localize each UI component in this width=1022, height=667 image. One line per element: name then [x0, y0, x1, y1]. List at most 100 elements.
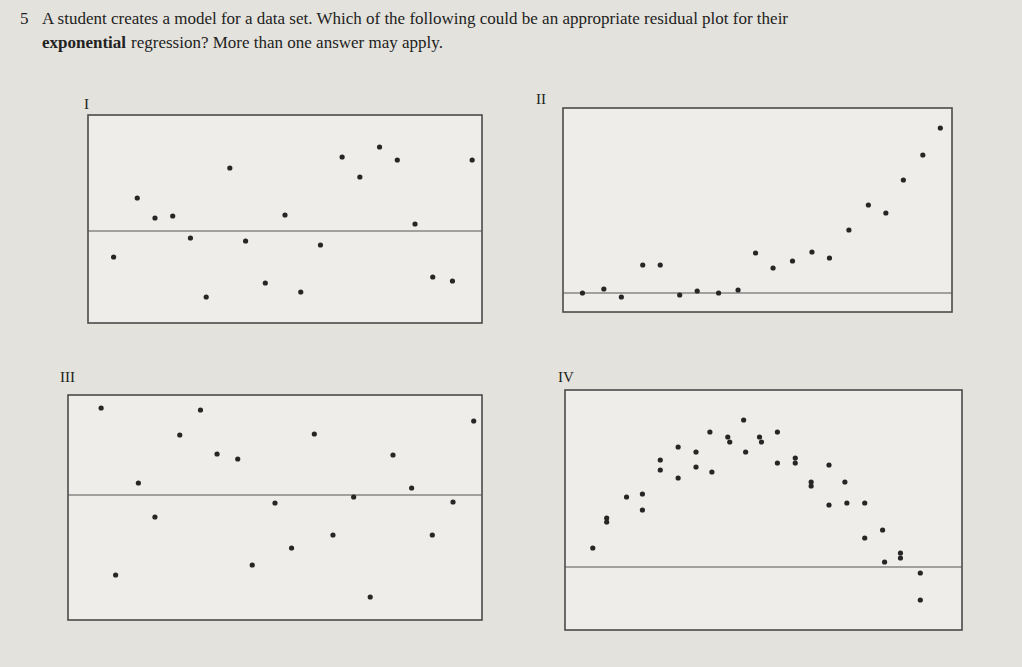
residual-point: [111, 254, 116, 259]
residual-point: [214, 451, 219, 456]
chart-title: IV: [558, 369, 574, 385]
residual-point: [580, 290, 585, 295]
residual-point: [826, 462, 831, 467]
residual-point: [862, 535, 867, 540]
residual-point: [880, 527, 885, 532]
points: [590, 417, 923, 602]
residual-point: [470, 157, 475, 162]
residual-point: [312, 431, 317, 436]
residual-point: [235, 456, 240, 461]
residual-point: [357, 174, 362, 179]
residual-point: [809, 249, 814, 254]
residual-point: [351, 494, 356, 499]
residual-point: [471, 418, 476, 423]
residual-point: [809, 483, 814, 488]
zero-line: [563, 292, 952, 293]
residual-point: [753, 250, 758, 255]
residual-point: [177, 432, 182, 437]
residual-point: [135, 195, 140, 200]
residual-point: [604, 515, 609, 520]
residual-point: [790, 258, 795, 263]
residual-point: [898, 555, 903, 560]
residual-point: [390, 452, 395, 457]
residual-point: [901, 177, 906, 182]
points: [99, 405, 477, 599]
residual-point: [136, 480, 141, 485]
residual-point: [826, 502, 831, 507]
plot-frame: [68, 395, 482, 620]
residual-point: [590, 545, 595, 550]
residual-point: [430, 532, 435, 537]
residual-point: [412, 221, 417, 226]
residual-point: [640, 262, 645, 267]
chart: [563, 108, 952, 312]
residual-point: [709, 469, 714, 474]
residual-point: [827, 255, 832, 260]
residual-point: [716, 290, 721, 295]
residual-point: [152, 215, 157, 220]
points: [580, 125, 943, 299]
residual-point: [775, 429, 780, 434]
residual-point: [676, 444, 681, 449]
residual-point: [377, 144, 382, 149]
residual-point: [920, 152, 925, 157]
residual-point: [883, 210, 888, 215]
question-line: exponentialregression? More than one ans…: [42, 33, 443, 52]
residual-point: [725, 434, 730, 439]
residual-point: [677, 292, 682, 297]
residual-point: [368, 594, 373, 599]
residual-point: [882, 559, 887, 564]
residual-point: [272, 500, 277, 505]
points: [111, 144, 475, 299]
residual-point: [450, 278, 455, 283]
chart-title: I: [84, 96, 89, 112]
residual-point: [340, 154, 345, 159]
residual-point: [243, 238, 248, 243]
chart-title: II: [536, 91, 546, 107]
zero-line: [88, 230, 482, 231]
residual-point: [862, 500, 867, 505]
residual-point: [693, 449, 698, 454]
residual-point: [430, 274, 435, 279]
residual-point: [250, 562, 255, 567]
residual-point: [658, 262, 663, 267]
residual-point: [695, 288, 700, 293]
residual-point: [727, 439, 732, 444]
residual-point: [113, 572, 118, 577]
residual-point: [676, 475, 681, 480]
residual-point: [409, 485, 414, 490]
zero-line: [565, 566, 962, 567]
question-line: A student creates a model for a data set…: [42, 9, 788, 28]
residual-point: [842, 479, 847, 484]
zero-line: [68, 494, 482, 495]
chart: [565, 390, 962, 630]
chart: [88, 115, 482, 323]
residual-point: [282, 212, 287, 217]
residual-point: [204, 294, 209, 299]
residual-point: [619, 294, 624, 299]
residual-point: [793, 455, 798, 460]
residual-point: [227, 165, 232, 170]
residual-point: [759, 439, 764, 444]
residual-point: [263, 280, 268, 285]
residual-point: [330, 532, 335, 537]
residual-point: [918, 597, 923, 602]
question-text: regression? More than one answer may app…: [131, 33, 443, 52]
residual-point: [188, 235, 193, 240]
residual-point: [298, 289, 303, 294]
page: 5A student creates a model for a data se…: [0, 0, 1022, 667]
residual-point: [693, 464, 698, 469]
residual-point: [793, 460, 798, 465]
chart-title: III: [60, 369, 75, 385]
residual-point: [198, 407, 203, 412]
residual-point: [743, 449, 748, 454]
residual-point: [741, 417, 746, 422]
plot-frame: [565, 390, 962, 630]
residual-point: [640, 491, 645, 496]
residual-point: [898, 550, 903, 555]
chart: [68, 395, 482, 620]
residual-point: [450, 499, 455, 504]
residual-point: [707, 429, 712, 434]
residual-point: [735, 287, 740, 292]
residual-point: [170, 213, 175, 218]
